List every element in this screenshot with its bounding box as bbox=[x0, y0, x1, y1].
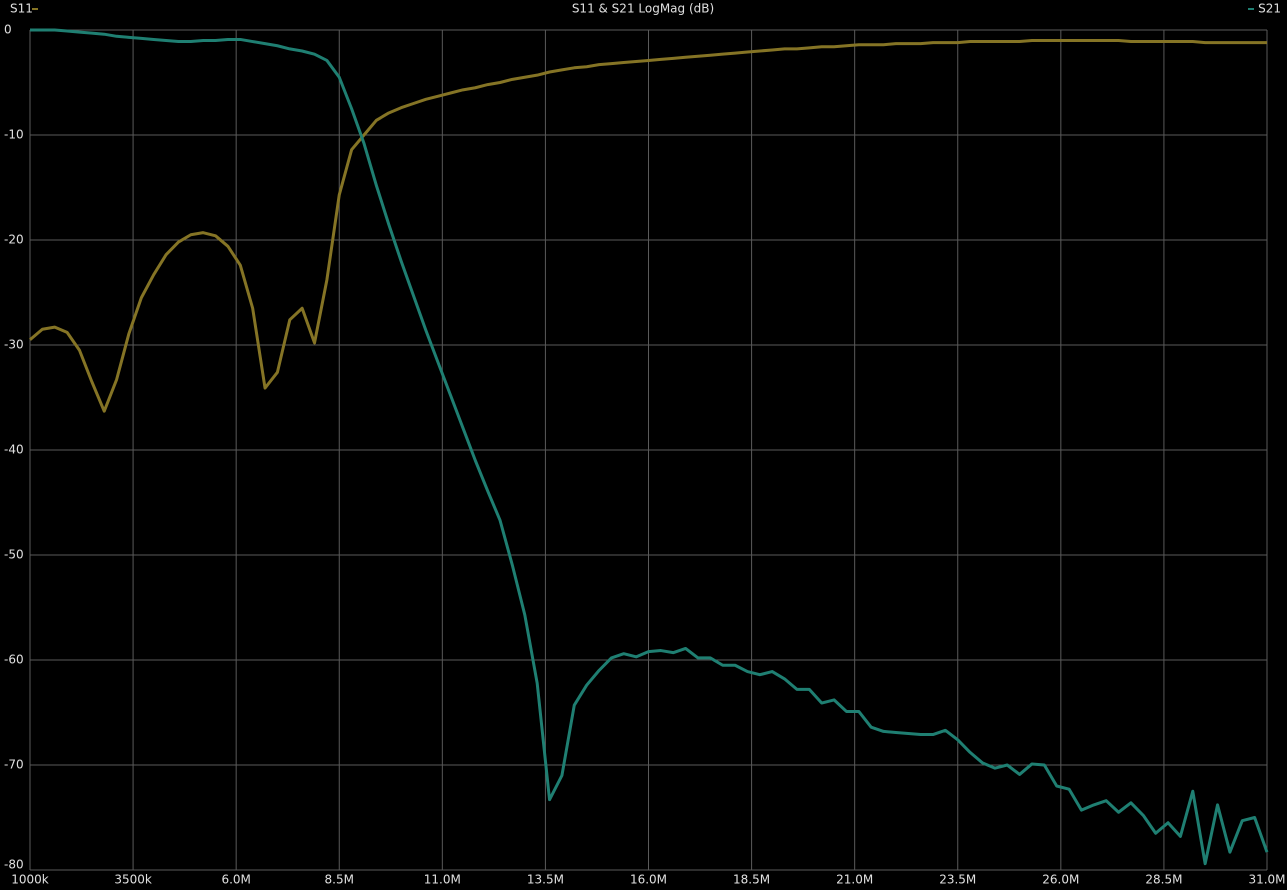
y-tick-label: -80 bbox=[4, 858, 24, 872]
legend-label: S21 bbox=[1258, 2, 1281, 16]
x-tick-label: 23.5M bbox=[939, 873, 976, 887]
y-tick-label: -30 bbox=[4, 338, 24, 352]
x-tick-label: 6.0M bbox=[221, 873, 250, 887]
series-line bbox=[29, 39, 1267, 413]
y-tick-label: -40 bbox=[4, 443, 24, 457]
series-line bbox=[30, 28, 1269, 866]
x-tick-label: 16.0M bbox=[630, 873, 667, 887]
x-tick-label: 21.0M bbox=[836, 873, 873, 887]
x-tick-label: 31.0M bbox=[1248, 873, 1285, 887]
legend-label: S11 bbox=[10, 2, 33, 16]
y-tick-label: -60 bbox=[4, 653, 24, 667]
x-tick-label: 8.5M bbox=[325, 873, 354, 887]
x-tick-label: 13.5M bbox=[527, 873, 564, 887]
x-tick-label: 26.0M bbox=[1042, 873, 1079, 887]
y-tick-label: 0 bbox=[4, 23, 12, 37]
y-tick-label: -70 bbox=[4, 758, 24, 772]
y-tick-label: -50 bbox=[4, 548, 24, 562]
x-tick-label: 3500k bbox=[114, 873, 152, 887]
x-tick-label: 11.0M bbox=[424, 873, 461, 887]
y-tick-label: -20 bbox=[4, 233, 24, 247]
y-tick-label: -10 bbox=[4, 128, 24, 142]
chart-title: S11 & S21 LogMag (dB) bbox=[572, 2, 714, 16]
x-tick-label: 18.5M bbox=[733, 873, 770, 887]
x-tick-label: 28.5M bbox=[1145, 873, 1182, 887]
x-tick-label: 1000k bbox=[11, 873, 49, 887]
